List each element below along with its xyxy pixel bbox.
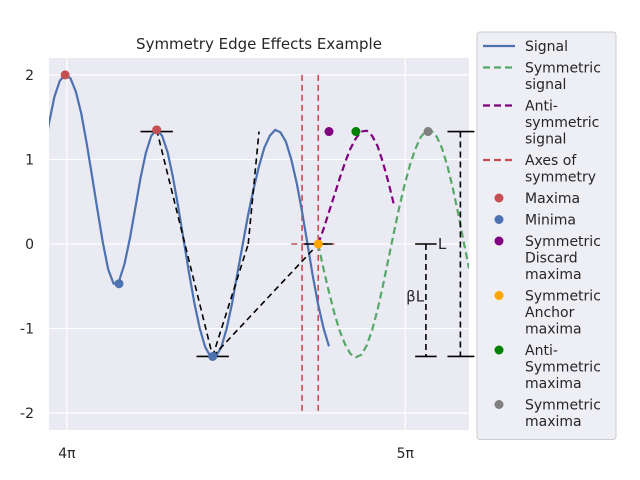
legend-entry-text: Symmetric [525, 398, 601, 414]
legend-entry-text: Symmetric [525, 61, 601, 77]
legend-handle-dot [494, 291, 504, 300]
series-line-2 [317, 129, 395, 245]
legend-handle-dot [494, 193, 504, 203]
y-tick-label: -2 [20, 406, 34, 422]
legend-entry-text: symmetric [525, 115, 599, 131]
legend-entry-text: maxima [525, 322, 582, 338]
legend-entry-text: Anti- [525, 99, 558, 115]
x-tick-label: 5π [397, 446, 415, 462]
legend-entry-text: Symmetric [525, 289, 601, 305]
x-tick-label: 4π [58, 446, 76, 462]
legend-entry-text: Axes of [525, 153, 577, 169]
scatter-point [208, 351, 218, 361]
annotation-label: βL [406, 287, 425, 305]
scatter-point [60, 70, 70, 80]
construction-dashed-line [247, 131, 260, 245]
legend-entry-text: maxima [525, 376, 582, 392]
legend-handle-dot [494, 345, 504, 355]
legend-entry-text: Anchor [525, 305, 575, 321]
scatter-point [313, 239, 323, 249]
legend-entry-text: Discard [525, 251, 578, 267]
legend-entry-text: Maxima [525, 191, 580, 207]
chart-title: Symmetry Edge Effects Example [136, 35, 382, 53]
legend-box [476, 31, 617, 440]
legend-entry-text: symmetry [525, 170, 596, 186]
legend-entry-text: maxima [525, 414, 582, 430]
legend-entry-text: Symmetric [525, 234, 601, 250]
legend-entry-text: Minima [525, 213, 576, 229]
legend-entry-text: signal [525, 132, 566, 148]
legend-entry-text: signal [525, 77, 566, 93]
y-tick-label: 1 [25, 152, 34, 168]
scatter-point [152, 125, 162, 135]
scatter-point [423, 127, 433, 137]
y-tick-label: -1 [20, 322, 34, 338]
plot-area: 2 1 0 -1 -2 4π 5π βL L [20, 58, 475, 462]
legend: SignalSymmetricsignalAnti-symmetricsigna… [476, 31, 617, 440]
annotation-label: L [438, 235, 447, 253]
scatter-point [324, 127, 334, 137]
construction-dashed-line [155, 129, 214, 357]
legend-entry-text: Anti- [525, 343, 558, 359]
legend-entry-text: Symmetric [525, 360, 601, 376]
scatter-point [351, 127, 361, 137]
scatter-point [114, 279, 124, 289]
y-tick-label: 2 [25, 68, 34, 84]
legend-handle-dot [494, 215, 504, 224]
legend-handle-dot [494, 400, 504, 409]
series-line-1 [317, 129, 469, 359]
y-tick-label: 0 [25, 237, 34, 253]
legend-entry-text: maxima [525, 267, 582, 283]
construction-dashed-line [212, 243, 319, 357]
legend-handle-dot [494, 236, 504, 246]
legend-entry-text: Signal [525, 39, 568, 55]
